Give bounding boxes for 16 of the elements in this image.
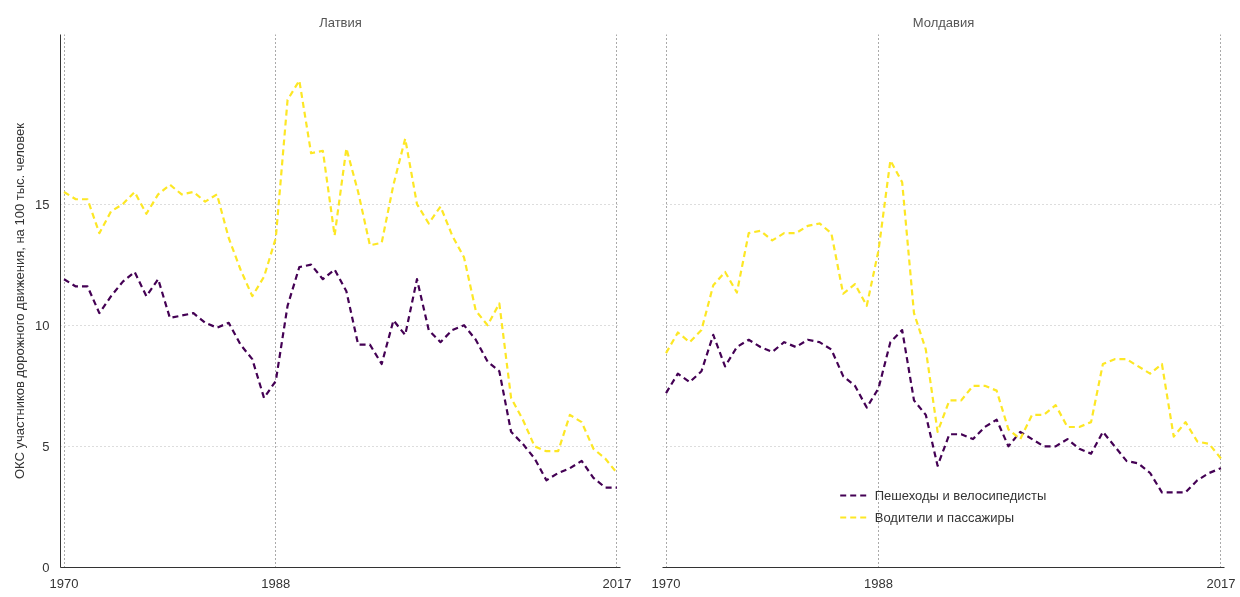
y-tick-label: 5 [42,438,50,454]
legend-label: Пешеходы и велосипедисты [874,487,1047,503]
chart-title: Молдавия [912,14,975,30]
line-series [62,263,619,489]
y-tick-label: 0 [42,560,50,575]
x-tick-label: 2017 [1206,575,1236,591]
x-tick-label: 2017 [602,575,632,591]
y-tick-label: 15 [35,196,50,212]
legend-label: Водители и пассажиры [874,509,1015,525]
x-tick-label: 1988 [261,575,291,591]
y-axis-title: ОКС участников дорожного движения, на 100 тыс. человек [12,122,28,479]
x-tick-label: 1970 [49,575,79,591]
chart-title: Латвия [319,14,362,30]
y-tick-label: 10 [35,317,50,333]
x-tick-label: 1970 [651,575,681,591]
x-tick-label: 1988 [864,575,894,591]
